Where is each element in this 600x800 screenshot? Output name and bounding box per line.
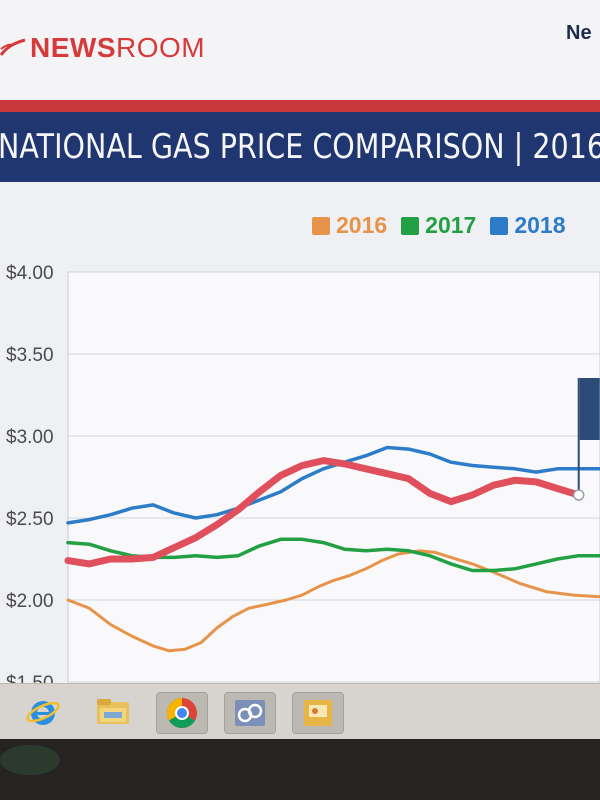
plot-area <box>67 271 600 683</box>
file-explorer-icon <box>97 699 129 724</box>
flag-banner <box>579 378 600 440</box>
browser-screen: NEWSROOM Ne NATIONAL GAS PRICE COMPARISO… <box>0 0 600 690</box>
taskbar-network-app-button[interactable] <box>224 692 276 734</box>
legend-swatch-2018 <box>490 216 509 235</box>
windows-taskbar <box>0 683 600 740</box>
logo-swoosh-icon <box>0 38 26 56</box>
y-tick-label: $4.00 <box>6 263 54 284</box>
presentation-app-icon <box>304 700 332 726</box>
logo-text: NEWSROOM <box>30 32 205 64</box>
y-tick-label: $2.50 <box>6 509 54 530</box>
y-tick-label: $3.00 <box>6 427 54 448</box>
series-line-2016 <box>66 549 600 653</box>
legend-item-2016[interactable]: 2016 <box>312 212 387 239</box>
taskbar-presentation-button[interactable] <box>292 692 344 734</box>
legend-item-2018[interactable]: 2018 <box>490 212 566 239</box>
header-divider <box>0 100 600 112</box>
chrome-icon <box>166 698 197 729</box>
legend-item-2017[interactable]: 2017 <box>401 212 476 239</box>
monitor-bezel <box>0 739 600 800</box>
legend-label-2018: 2018 <box>514 212 566 238</box>
gas-price-line-chart: $1.50$2.00$2.50$3.00$3.50$4.00 <box>6 263 600 690</box>
chart-legend: 2016 2017 2018 <box>312 212 566 239</box>
current-point-marker <box>572 489 585 501</box>
legend-swatch-2016 <box>312 216 330 235</box>
legend-swatch-2017 <box>401 216 420 235</box>
legend-label-2017: 2017 <box>425 212 477 238</box>
taskbar-chrome-button[interactable] <box>156 692 208 734</box>
network-app-icon <box>235 700 265 726</box>
nav-link-partial[interactable]: Ne <box>566 22 592 44</box>
y-tick-label: $2.00 <box>6 591 54 612</box>
logo-text-bold: NEWS <box>30 32 116 63</box>
bezel-reflection <box>0 745 60 775</box>
title-banner: NATIONAL GAS PRICE COMPARISON | 2016 <box>0 112 600 182</box>
y-tick-label: $3.50 <box>6 345 54 366</box>
internet-explorer-icon <box>26 701 60 725</box>
chart-title: NATIONAL GAS PRICE COMPARISON | 2016 <box>0 127 600 167</box>
newsroom-logo[interactable]: NEWSROOM <box>0 28 205 68</box>
legend-label-2016: 2016 <box>336 212 388 238</box>
series-line-highlight <box>64 457 583 568</box>
logo-text-rest: ROOM <box>116 32 206 63</box>
taskbar-explorer-button[interactable] <box>88 692 138 732</box>
site-header: NEWSROOM Ne <box>0 0 600 98</box>
taskbar-ie-button[interactable] <box>18 692 68 732</box>
